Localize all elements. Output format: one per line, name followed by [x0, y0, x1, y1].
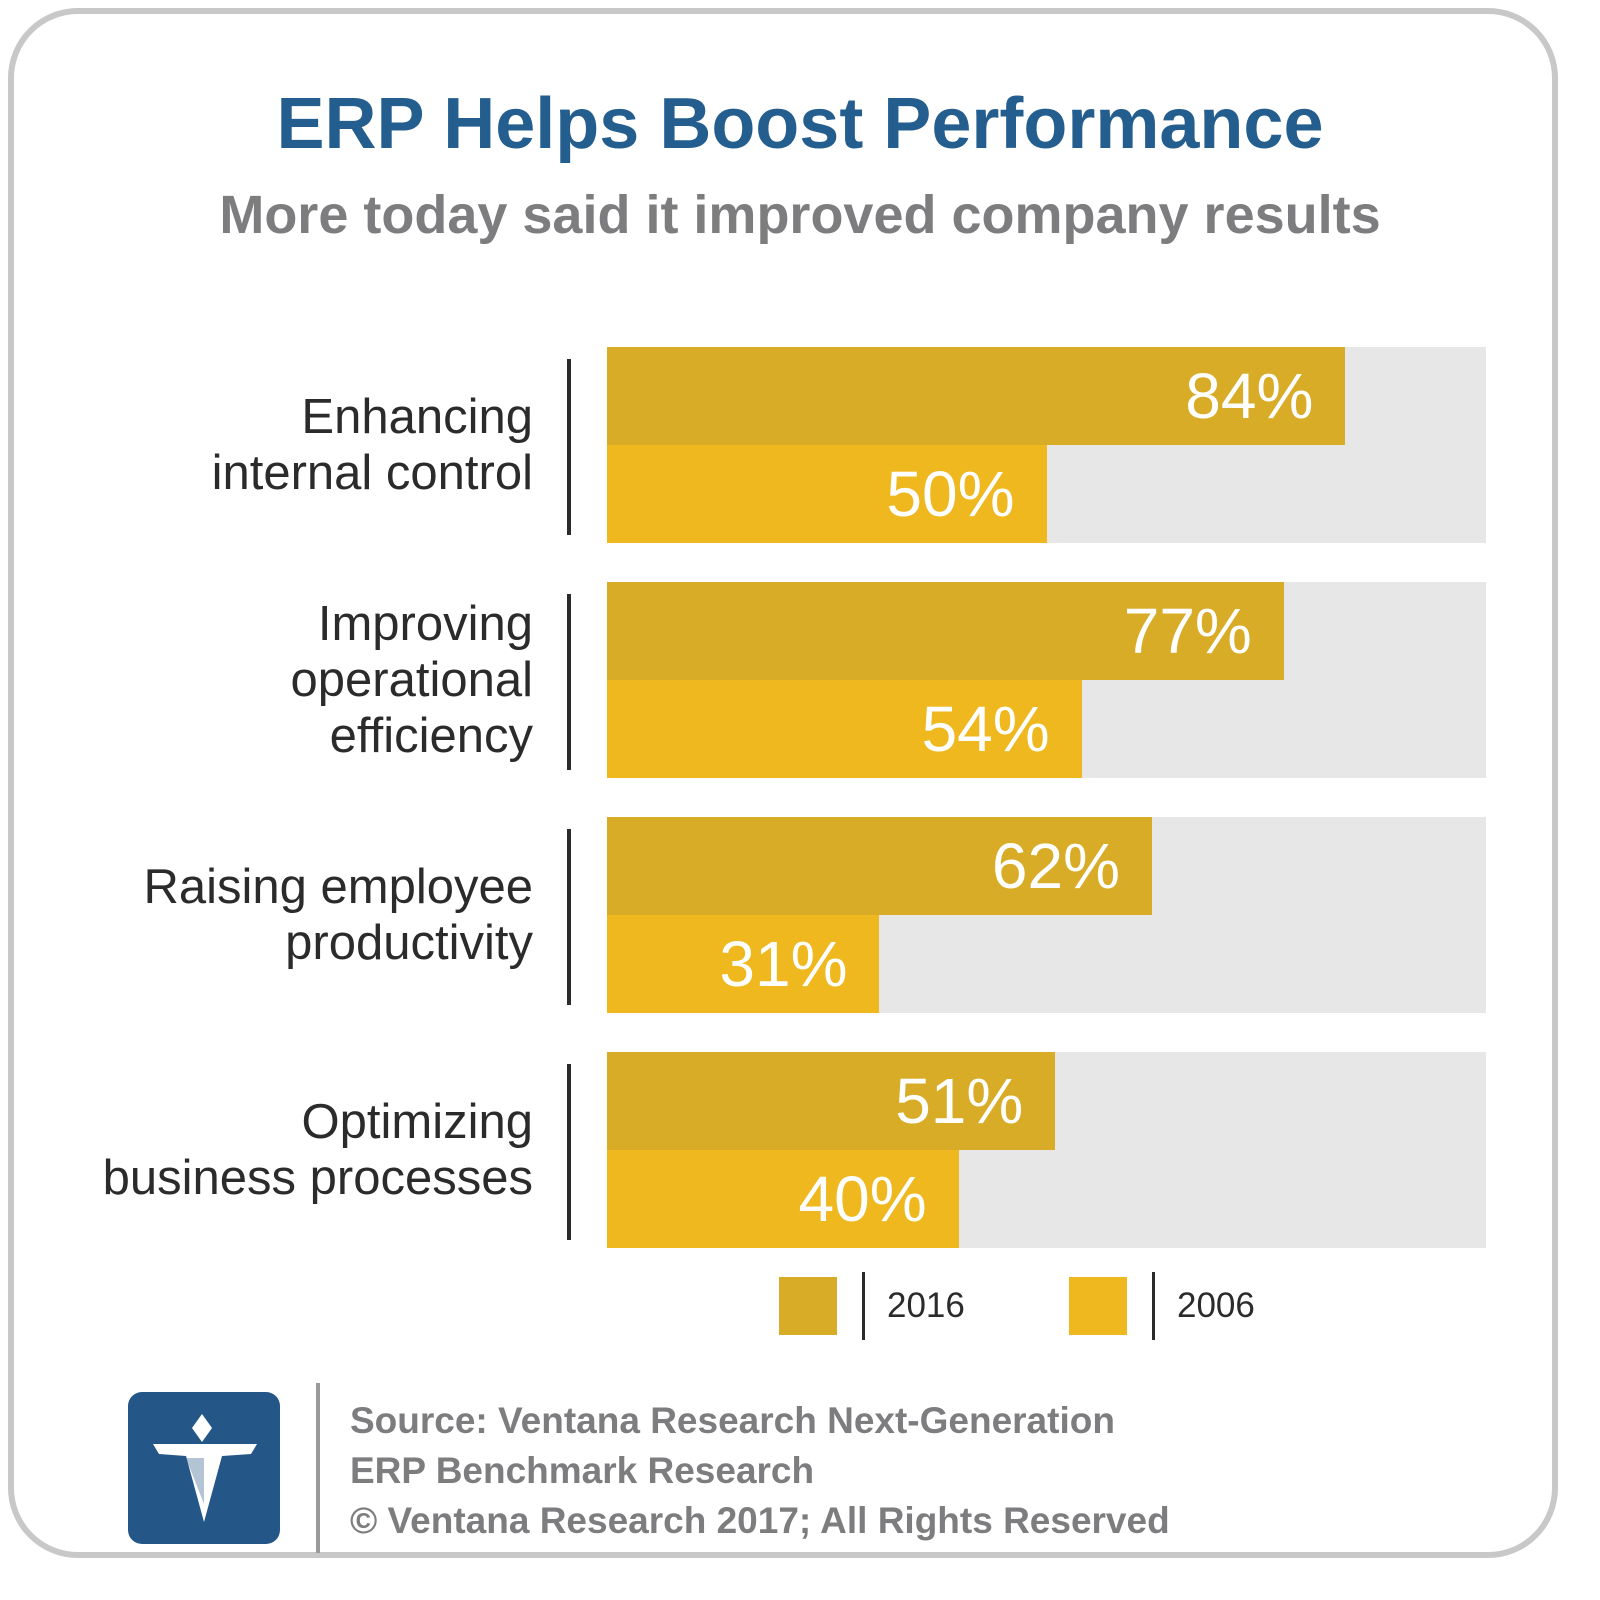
legend-divider: [1152, 1272, 1155, 1340]
data-label: 54%: [921, 693, 1050, 765]
bar-2016: [607, 817, 1152, 915]
legend-divider: [862, 1272, 865, 1340]
bar-2006: [607, 445, 1047, 543]
category-label: Raising employee productivity: [143, 860, 534, 970]
data-label: 40%: [798, 1163, 927, 1235]
source-line: ERP Benchmark Research: [350, 1450, 815, 1491]
category-label: Optimizing business processes: [102, 1095, 533, 1205]
bar-track: 62%: [607, 817, 1486, 915]
bar-2006: [607, 680, 1082, 778]
bar-track: 50%: [607, 445, 1486, 543]
source-line: Source: Ventana Research Next-Generation: [350, 1400, 1115, 1441]
bar-track: 54%: [607, 680, 1486, 778]
bar-2016: [607, 1052, 1056, 1150]
bar-track: 77%: [607, 582, 1486, 680]
category-divider: [567, 594, 571, 770]
category-label: Improving operational efficiency: [290, 597, 533, 763]
data-label: 62%: [991, 830, 1120, 902]
data-label: 84%: [1185, 360, 1314, 432]
bar-2006: [607, 915, 880, 1013]
bar-track: 40%: [607, 1150, 1486, 1248]
data-label: 50%: [886, 458, 1015, 530]
category-divider: [567, 359, 571, 535]
bar-track: 31%: [607, 915, 1486, 1013]
legend-label-2006: 2006: [1177, 1286, 1255, 1325]
ventana-v-logo-icon: [128, 1392, 280, 1544]
copyright-line: © Ventana Research 2017; All Rights Rese…: [350, 1500, 1170, 1541]
category-divider: [567, 1064, 571, 1240]
data-label: 77%: [1123, 595, 1252, 667]
bar-2016: [607, 582, 1284, 680]
legend-swatch-2006: [1069, 1277, 1127, 1335]
category-label: Enhancing internal control: [211, 390, 533, 500]
bar-track: 51%: [607, 1052, 1486, 1150]
chart-title: ERP Helps Boost Performance: [276, 84, 1324, 164]
chart-subtitle: More today said it improved company resu…: [219, 185, 1381, 245]
legend-label-2016: 2016: [887, 1286, 965, 1325]
bar-2006: [607, 1150, 959, 1248]
legend-swatch-2016: [779, 1277, 837, 1335]
data-label: 51%: [895, 1065, 1024, 1137]
category-divider: [567, 829, 571, 1005]
bar-track: 84%: [607, 347, 1486, 445]
data-label: 31%: [719, 928, 848, 1000]
footer-divider: [316, 1383, 320, 1553]
bar-2016: [607, 347, 1346, 445]
source-note: Source: Ventana Research Next-Generation…: [350, 1396, 1170, 1546]
